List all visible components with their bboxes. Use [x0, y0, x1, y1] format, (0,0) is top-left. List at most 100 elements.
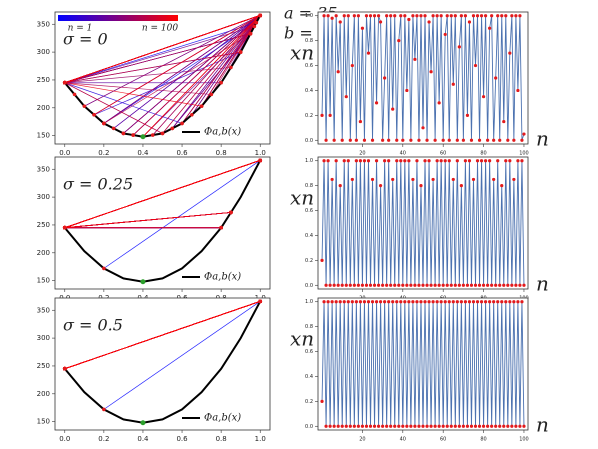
series-point — [508, 51, 512, 55]
cobweb-segment — [64, 160, 261, 229]
series-point — [475, 300, 480, 304]
y-tick-label: 0.2 — [305, 113, 313, 119]
series-point — [401, 283, 405, 287]
series-point — [407, 17, 411, 22]
series-point — [421, 424, 425, 428]
series-point — [483, 300, 488, 304]
y-tick-label: 150 — [37, 277, 50, 285]
orbit-point — [199, 104, 204, 108]
series-point — [514, 424, 518, 428]
cobweb-segment — [103, 301, 261, 410]
curve-minimum — [140, 279, 146, 285]
series-point — [332, 424, 336, 428]
series-point — [439, 14, 443, 18]
series-point — [415, 14, 419, 18]
series-point — [488, 300, 492, 304]
series-point — [374, 300, 379, 304]
series-point — [322, 14, 326, 18]
y-tick-label: 250 — [37, 221, 50, 229]
x-tick-label: 0.8 — [216, 149, 227, 157]
series-point — [435, 14, 439, 18]
x-tick-label: 0.2 — [98, 149, 109, 157]
series-point — [405, 424, 409, 428]
series-point — [330, 300, 334, 304]
series-point — [492, 138, 496, 142]
series-point — [399, 300, 403, 304]
series-point — [328, 283, 332, 287]
series-point — [320, 113, 324, 117]
cobweb-segment — [172, 33, 251, 129]
series-point — [326, 159, 330, 163]
series-point — [425, 138, 429, 142]
series-point — [372, 283, 377, 287]
cobweb-segment — [132, 15, 261, 136]
x-tick-label: 0.0 — [59, 435, 70, 443]
panel-title: σ = 0.5 — [63, 316, 123, 335]
series-point — [340, 138, 344, 142]
x-tick-label: 0.6 — [176, 435, 188, 443]
curve-minimum — [140, 420, 146, 426]
series-point — [403, 300, 407, 304]
series-point — [518, 14, 522, 18]
series-point — [473, 63, 478, 68]
series-point — [441, 283, 445, 287]
y-tick-label: 0.6 — [305, 349, 313, 355]
y-tick-label: 1.0 — [305, 299, 313, 305]
series-point — [498, 138, 502, 142]
series-point — [500, 14, 504, 18]
series-point — [383, 159, 387, 163]
series-point — [522, 132, 526, 136]
orbit-point — [229, 65, 233, 70]
series-point — [362, 300, 367, 304]
cobweb-segment — [64, 22, 257, 84]
cobweb-segment — [191, 15, 261, 115]
series-point — [366, 300, 371, 304]
series-point — [401, 138, 405, 142]
series-point — [322, 300, 326, 304]
y-tick-label: 200 — [37, 390, 50, 398]
series-point — [425, 424, 429, 428]
x-tick-label: 0.4 — [137, 149, 149, 157]
series-point — [447, 138, 451, 142]
orbit-point — [229, 210, 233, 215]
series-point — [502, 119, 506, 124]
y-tick-label: 0.0 — [305, 283, 313, 289]
series-point — [370, 138, 375, 142]
series-point — [385, 424, 389, 428]
series-point — [336, 424, 340, 428]
orbit-point — [258, 13, 263, 18]
y-tick-label: 300 — [37, 334, 50, 342]
series-point — [413, 57, 417, 61]
orbit-point — [219, 225, 223, 230]
series-point — [395, 138, 399, 142]
cobweb-segment — [64, 301, 261, 370]
x-tick-label: 1.0 — [255, 435, 266, 443]
series-point — [445, 14, 449, 18]
cobweb-segment — [93, 15, 261, 116]
series-point — [320, 399, 324, 403]
y-tick-label: 0.4 — [305, 374, 313, 380]
cobweb-segment — [103, 160, 261, 269]
series-point — [520, 138, 524, 142]
x-tick-label: 0.8 — [216, 435, 227, 443]
x-tick-label: 20 — [359, 151, 365, 157]
panel-title: σ = 0 — [63, 30, 108, 49]
orbit-point — [190, 112, 194, 117]
series-point — [496, 159, 500, 163]
x-tick-label: 100 — [519, 437, 529, 443]
series-point — [475, 159, 480, 163]
series-point — [469, 424, 474, 428]
series-point — [496, 300, 500, 304]
series-point — [409, 138, 413, 142]
series-point — [473, 424, 478, 428]
series-point — [443, 300, 447, 304]
series-point — [376, 14, 381, 18]
series-point — [502, 424, 506, 428]
series-point — [518, 283, 522, 287]
series-point — [459, 14, 463, 18]
series-point — [324, 138, 328, 142]
series-point — [447, 159, 451, 163]
series-point — [342, 300, 346, 304]
orbit-point — [111, 126, 116, 131]
orbit-point — [258, 158, 263, 163]
